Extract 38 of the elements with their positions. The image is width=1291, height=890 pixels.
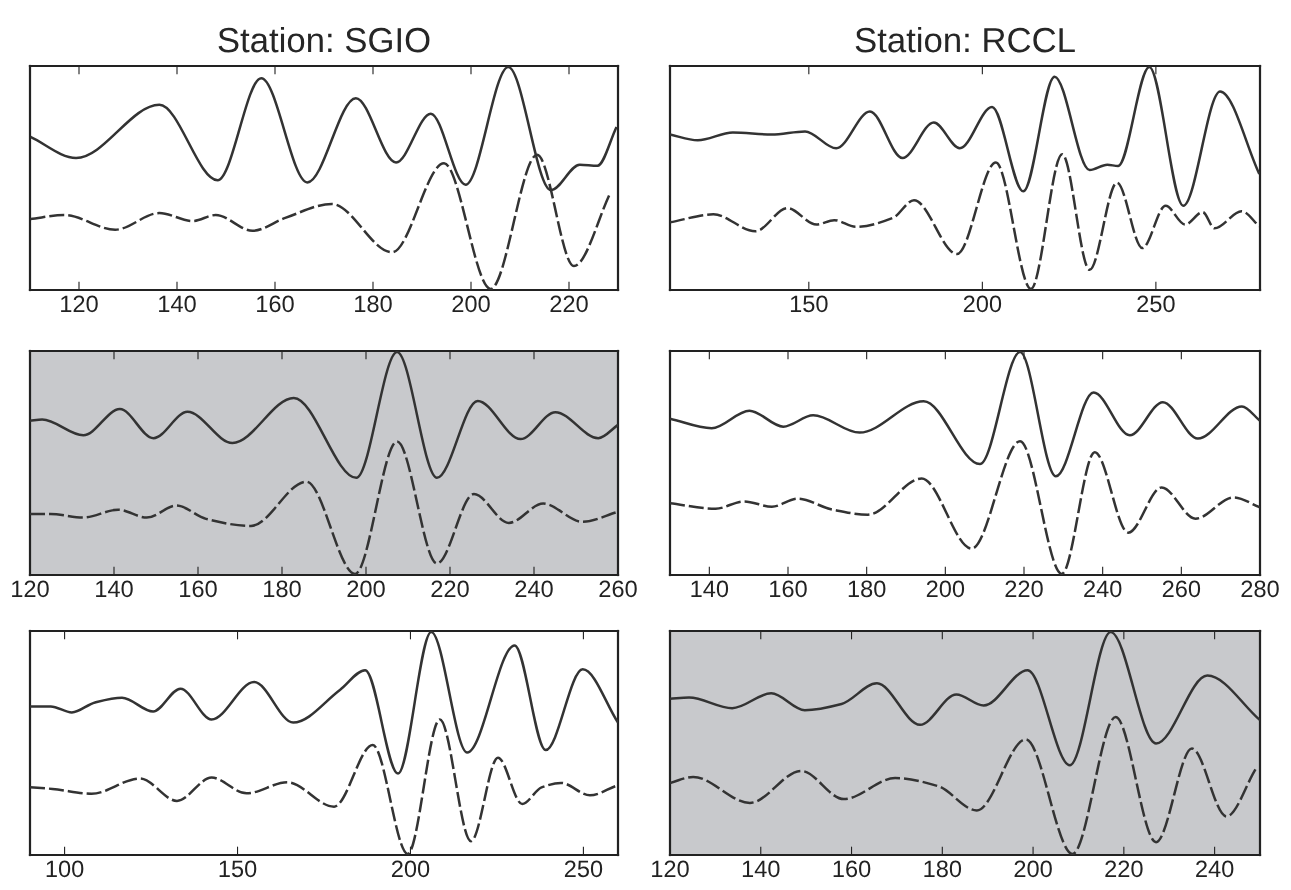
- x-tick-label: 200: [452, 295, 490, 313]
- x-tick-label: 180: [355, 295, 392, 313]
- x-tick-label: 140: [742, 860, 780, 878]
- x-tick-label: 120: [61, 295, 98, 313]
- x-tick-label: 140: [159, 295, 196, 313]
- x-tick-label: 150: [219, 860, 257, 878]
- x-tick-label: 150: [790, 295, 828, 313]
- x-tick-label: 160: [833, 860, 871, 878]
- x-tick-label: 240: [1196, 860, 1234, 878]
- x-tick-label: 250: [564, 860, 603, 878]
- x-tick-label: 180: [264, 580, 301, 598]
- x-tick-label: 220: [1105, 860, 1143, 878]
- x-tick-label: 200: [926, 580, 965, 598]
- x-tick-label: 160: [180, 580, 217, 598]
- x-tick-label: 100: [46, 860, 84, 878]
- x-tick-label: 240: [515, 580, 553, 598]
- x-tick-label: 250: [1137, 295, 1175, 313]
- x-tick-label: 160: [770, 580, 807, 598]
- x-tick-label: 200: [347, 580, 385, 598]
- x-tick-label: 260: [599, 580, 637, 598]
- x-tick-label: 280: [1241, 580, 1279, 598]
- x-tick-label: 220: [431, 580, 469, 598]
- chart-title: Station: RCCL: [855, 26, 1075, 53]
- x-tick-label: 120: [12, 580, 49, 598]
- x-tick-label: 140: [96, 580, 133, 598]
- x-tick-label: 220: [550, 295, 588, 313]
- chart-title: Station: SGIO: [218, 26, 430, 53]
- x-tick-label: 260: [1162, 580, 1201, 598]
- x-tick-label: 180: [924, 860, 962, 878]
- x-tick-label: 200: [391, 860, 430, 878]
- x-tick-label: 180: [848, 580, 886, 598]
- x-tick-label: 140: [691, 580, 729, 598]
- x-tick-label: 200: [1014, 860, 1052, 878]
- x-tick-label: 160: [257, 295, 294, 313]
- x-tick-label: 220: [1005, 580, 1043, 598]
- x-tick-label: 200: [963, 295, 1002, 313]
- x-tick-label: 240: [1084, 580, 1122, 598]
- x-tick-label: 120: [652, 860, 689, 878]
